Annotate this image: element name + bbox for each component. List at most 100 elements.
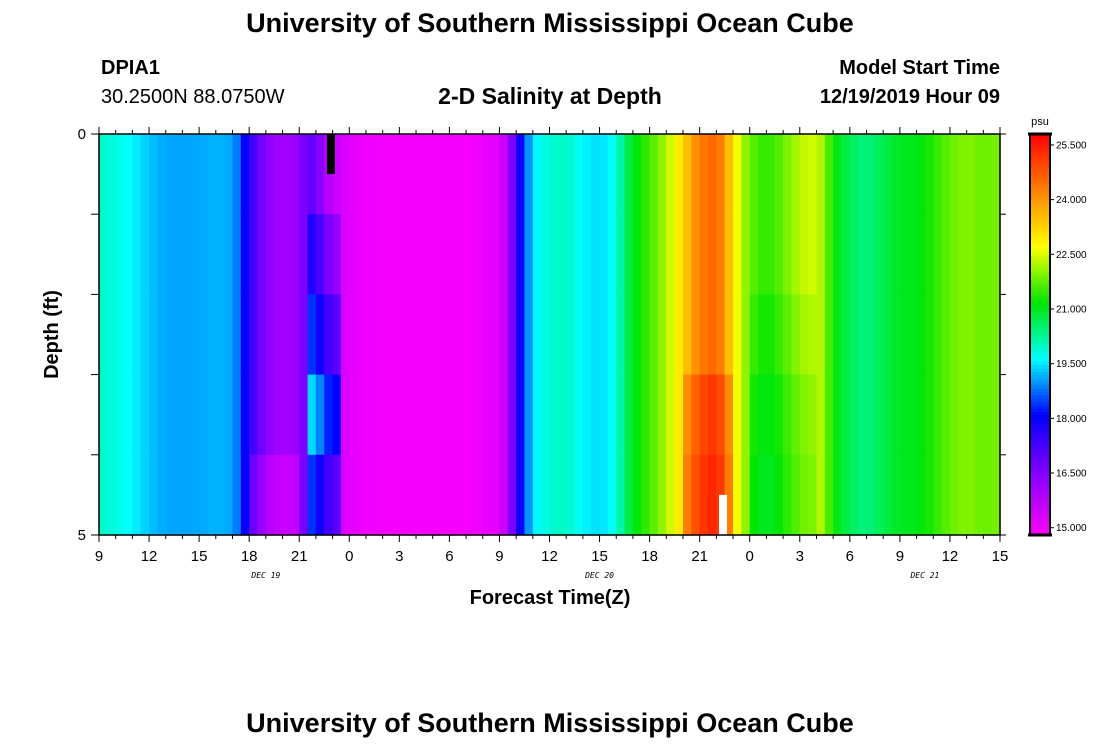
heatmap-cell bbox=[916, 214, 926, 295]
heatmap-cell bbox=[190, 134, 200, 215]
heatmap-cell bbox=[441, 374, 450, 456]
heatmap-cell bbox=[215, 374, 225, 456]
colorbar-segment bbox=[1030, 267, 1050, 272]
colorbar-segment bbox=[1030, 154, 1050, 158]
heatmap-cell bbox=[207, 454, 217, 536]
colorbar-segment bbox=[1030, 257, 1050, 262]
heatmap-cell bbox=[432, 134, 442, 215]
colorbar-segment bbox=[1030, 357, 1050, 362]
colorbar-segment bbox=[1030, 364, 1050, 369]
heatmap-cell bbox=[299, 134, 309, 215]
heatmap-cell bbox=[157, 214, 167, 295]
heatmap-cell bbox=[941, 134, 951, 215]
heatmap-cell bbox=[432, 294, 442, 376]
heatmap-cell bbox=[140, 294, 150, 376]
x-tick-label: 0 bbox=[746, 548, 754, 565]
heatmap-cell bbox=[599, 134, 609, 215]
heatmap-cell bbox=[991, 374, 1001, 456]
heatmap-cell bbox=[149, 214, 158, 295]
heatmap-cell bbox=[991, 294, 1001, 376]
heatmap-cell bbox=[541, 454, 551, 536]
heatmap-cell bbox=[891, 454, 901, 536]
colorbar-segment bbox=[1030, 234, 1050, 239]
heatmap-cell bbox=[908, 294, 918, 376]
heatmap-cell bbox=[841, 214, 851, 295]
heatmap-cell bbox=[774, 454, 784, 536]
heatmap-cell bbox=[491, 454, 501, 536]
heatmap-cell bbox=[165, 454, 175, 536]
heatmap-cell bbox=[749, 294, 759, 376]
heatmap-cell bbox=[908, 214, 918, 295]
colorbar-segment bbox=[1030, 448, 1050, 453]
heatmap-cell bbox=[365, 214, 375, 295]
heatmap-cell bbox=[816, 134, 826, 215]
model-start-label: Model Start Time bbox=[839, 57, 1000, 79]
colorbar-segment bbox=[1030, 391, 1050, 396]
colorbar-segment bbox=[1030, 461, 1050, 466]
missing-data-marker bbox=[719, 494, 728, 535]
colorbar-segment bbox=[1030, 277, 1050, 282]
heatmap-cell bbox=[607, 374, 617, 456]
colorbar-segment bbox=[1030, 301, 1050, 306]
heatmap-cell bbox=[307, 134, 317, 215]
colorbar-segment bbox=[1030, 341, 1050, 346]
heatmap-cell bbox=[874, 374, 884, 456]
heatmap-cell bbox=[265, 214, 275, 295]
heatmap-cell bbox=[632, 134, 642, 215]
colorbar-segment bbox=[1030, 304, 1050, 309]
heatmap-cell bbox=[966, 134, 976, 215]
heatmap-cell bbox=[983, 374, 993, 456]
heatmap-cell bbox=[591, 134, 601, 215]
heatmap-cell bbox=[224, 294, 234, 376]
heatmap-cell bbox=[499, 214, 509, 295]
colorbar-segment bbox=[1030, 321, 1050, 326]
heatmap-cell bbox=[466, 134, 476, 215]
heatmap-cell bbox=[157, 374, 167, 456]
heatmap-cell bbox=[549, 454, 559, 536]
colorbar-segment bbox=[1030, 200, 1050, 205]
heatmap-cell bbox=[616, 374, 626, 456]
x-tick-label: 6 bbox=[846, 548, 854, 565]
heatmap-cell bbox=[541, 214, 551, 295]
heatmap-cell bbox=[165, 134, 175, 215]
heatmap-cell bbox=[507, 454, 517, 536]
heatmap-cell bbox=[340, 134, 350, 215]
heatmap-cell bbox=[958, 374, 968, 456]
heatmap-cell bbox=[783, 374, 793, 456]
heatmap-cell bbox=[607, 454, 617, 536]
heatmap-cell bbox=[566, 214, 576, 295]
heatmap-cell bbox=[699, 134, 709, 215]
heatmap-cell bbox=[607, 214, 617, 295]
heatmap-cell bbox=[399, 134, 409, 215]
heatmap-cell bbox=[299, 374, 309, 456]
heatmap-cell bbox=[307, 374, 317, 456]
heatmap-cell bbox=[582, 294, 592, 376]
heatmap-cell bbox=[624, 134, 634, 215]
heatmap-cell bbox=[691, 134, 701, 215]
colorbar-segment bbox=[1030, 224, 1050, 229]
x-tick-label: 3 bbox=[796, 548, 804, 565]
heatmap-cell bbox=[299, 214, 309, 295]
heatmap-cell bbox=[783, 134, 793, 215]
heatmap-cell bbox=[132, 214, 142, 295]
colorbar-segment bbox=[1030, 484, 1050, 489]
heatmap-cell bbox=[841, 454, 851, 536]
heatmap-cell bbox=[591, 294, 601, 376]
heatmap-cell bbox=[958, 214, 968, 295]
heatmap-cell bbox=[716, 134, 726, 215]
heatmap-cell bbox=[507, 374, 517, 456]
heatmap-cell bbox=[783, 214, 793, 295]
heatmap-cell bbox=[657, 374, 667, 456]
heatmap-cell bbox=[365, 134, 375, 215]
x-tick-label: 21 bbox=[291, 548, 308, 565]
heatmap-cell bbox=[390, 134, 400, 215]
colorbar-segment bbox=[1030, 508, 1050, 513]
heatmap-cell bbox=[257, 294, 267, 376]
colorbar-segment bbox=[1030, 494, 1050, 499]
heatmap-cell bbox=[265, 134, 275, 215]
x-tick-label: 3 bbox=[395, 548, 403, 565]
heatmap-cell bbox=[666, 374, 676, 456]
heatmap-cell bbox=[466, 214, 476, 295]
heatmap-cell bbox=[224, 374, 234, 456]
heatmap-cell bbox=[140, 454, 150, 536]
